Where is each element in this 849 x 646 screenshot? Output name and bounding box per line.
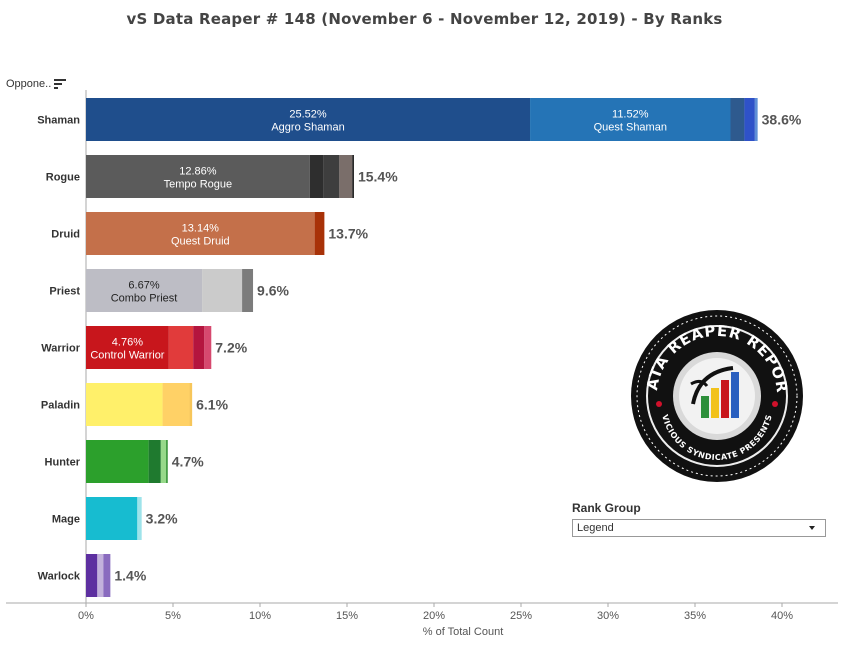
x-axis-title: % of Total Count (422, 626, 504, 638)
category-label: Hunter (45, 457, 81, 469)
bar-segment[interactable] (189, 383, 193, 426)
y-axis-label: Oppone.. (6, 78, 52, 90)
bar-segment[interactable] (193, 326, 205, 369)
segment-name-label: Aggro Shaman (271, 122, 344, 134)
bar-segment[interactable] (202, 269, 243, 312)
bar-total-label: 15.4% (358, 169, 398, 185)
bar-segment[interactable] (730, 98, 745, 141)
x-tick-label: 5% (165, 610, 181, 622)
data-reaper-report-logo: DATA REAPER REPORT VICIOUS SYNDICATE PRE… (629, 308, 803, 482)
bar-segment[interactable] (86, 326, 169, 369)
segment-value-label: 12.86% (179, 166, 217, 178)
bar-segment[interactable] (86, 440, 149, 483)
segment-value-label: 11.52% (612, 109, 649, 121)
bar-segment[interactable] (86, 98, 531, 141)
bar-segment[interactable] (86, 497, 138, 540)
segment-value-label: 4.76% (112, 337, 143, 349)
bar-segment[interactable] (137, 497, 142, 540)
category-label: Shaman (37, 115, 80, 127)
bar-segment[interactable] (309, 155, 324, 198)
bar-segment[interactable] (97, 554, 104, 597)
category-label: Paladin (41, 400, 80, 412)
category-label: Druid (51, 229, 80, 241)
segment-name-label: Control Warrior (90, 350, 164, 362)
chart-title: vS Data Reaper # 148 (November 6 - Novem… (126, 10, 723, 28)
sort-descending-icon[interactable] (54, 79, 67, 89)
bar-total-label: 7.2% (215, 340, 247, 356)
bar-segment[interactable] (744, 98, 755, 141)
x-tick-label: 20% (423, 610, 445, 622)
bar-segment[interactable] (162, 383, 190, 426)
segment-name-label: Combo Priest (111, 293, 178, 305)
x-tick-label: 10% (249, 610, 271, 622)
category-label: Warrior (41, 343, 80, 355)
bar-segment[interactable] (86, 269, 203, 312)
bar-segment[interactable] (352, 155, 354, 198)
bar-segment[interactable] (204, 326, 212, 369)
x-tick-label: 30% (597, 610, 619, 622)
bar-segment[interactable] (86, 212, 315, 255)
segment-value-label: 13.14% (182, 223, 220, 235)
bar-segment[interactable] (168, 326, 194, 369)
bar-total-label: 3.2% (146, 511, 178, 527)
segment-name-label: Quest Druid (171, 236, 230, 248)
bar-segment[interactable] (754, 98, 758, 141)
rank-group-filter: Rank Group Legend (572, 501, 828, 537)
bar-segment[interactable] (148, 440, 161, 483)
bar-total-label: 4.7% (172, 454, 204, 470)
x-tick-label: 0% (78, 610, 94, 622)
x-tick-label: 15% (336, 610, 358, 622)
bar-segment[interactable] (242, 269, 254, 312)
segment-name-label: Quest Shaman (594, 122, 667, 134)
x-tick-label: 25% (510, 610, 532, 622)
bar-segment[interactable] (160, 440, 167, 483)
bar-total-label: 6.1% (196, 397, 228, 413)
caret-down-icon[interactable] (809, 526, 815, 530)
bar-segment[interactable] (103, 554, 111, 597)
category-label: Mage (52, 514, 80, 526)
rank-group-title: Rank Group (572, 501, 641, 515)
bar-segment[interactable] (166, 440, 168, 483)
bar-total-label: 9.6% (257, 283, 289, 299)
bar-segment[interactable] (86, 383, 163, 426)
x-tick-label: 35% (684, 610, 706, 622)
segment-value-label: 6.67% (128, 280, 159, 292)
segment-name-label: Tempo Rogue (164, 179, 233, 191)
bar-segment[interactable] (530, 98, 731, 141)
bar-segment[interactable] (339, 155, 353, 198)
rank-group-dropdown[interactable]: Legend (572, 519, 826, 537)
bar-total-label: 38.6% (762, 112, 802, 128)
bar-total-label: 1.4% (114, 568, 146, 584)
segment-value-label: 25.52% (289, 109, 327, 121)
bar-segment[interactable] (86, 554, 98, 597)
bar-total-label: 13.7% (328, 226, 368, 242)
y-axis-field-label[interactable]: Oppone.. (6, 78, 67, 90)
category-label: Rogue (46, 172, 80, 184)
category-label: Warlock (38, 571, 81, 583)
bar-segment[interactable] (323, 155, 340, 198)
rank-group-selected-value: Legend (577, 522, 614, 534)
bar-segment[interactable] (314, 212, 325, 255)
x-tick-label: 40% (771, 610, 793, 622)
bar-segment[interactable] (86, 155, 310, 198)
category-label: Priest (49, 286, 80, 298)
